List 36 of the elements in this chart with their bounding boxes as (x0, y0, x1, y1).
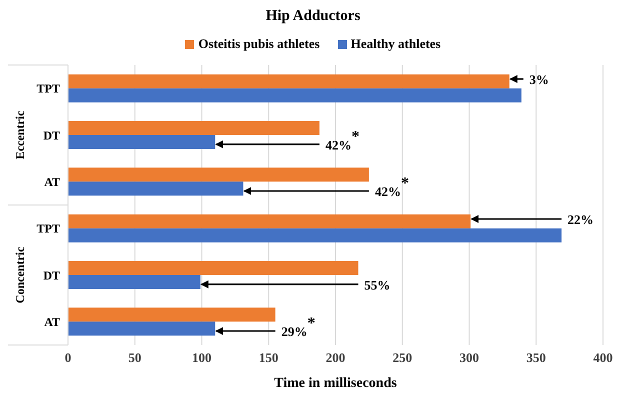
bar (68, 322, 216, 336)
bar (68, 214, 471, 228)
legend-label: Healthy athletes (350, 35, 441, 53)
y-tick-label: AT (44, 174, 60, 189)
bar (68, 88, 522, 102)
bar (68, 261, 358, 275)
annotation: 3% (529, 72, 549, 87)
x-tick-label: 0 (64, 350, 72, 366)
bar (68, 135, 216, 149)
x-tick-label: 50 (128, 350, 142, 366)
y-tick-label: TPT (36, 222, 60, 236)
bar (68, 228, 562, 242)
text: Eccentric (13, 110, 27, 160)
x-tick-label: 150 (258, 350, 278, 366)
legend-label: Osteitis pubis athletes (197, 35, 320, 53)
x-tick-label: 250 (392, 350, 412, 366)
annotation: 55% (364, 277, 390, 292)
bar (68, 168, 369, 182)
x-tick-label: 400 (593, 350, 613, 366)
text: Concentric (13, 246, 27, 304)
y-tick-label: DT (43, 268, 60, 282)
annotation: 22% (568, 212, 594, 227)
x-tick-label: 200 (326, 350, 346, 366)
x-tick-label: 350 (526, 350, 546, 366)
x-tick-label: 100 (192, 350, 212, 366)
x-axis-title: Time in milliseconds (274, 376, 398, 391)
y-tick-label: TPT (36, 82, 60, 96)
y-tick-label: DT (43, 128, 60, 142)
bar (68, 121, 320, 135)
bar (68, 308, 276, 322)
bar (68, 182, 244, 196)
bar (68, 74, 510, 88)
bar (68, 275, 200, 289)
y-tick-label: AT (44, 314, 60, 329)
chart-title: Hip Adductors (264, 8, 362, 25)
x-tick-label: 300 (460, 350, 479, 366)
